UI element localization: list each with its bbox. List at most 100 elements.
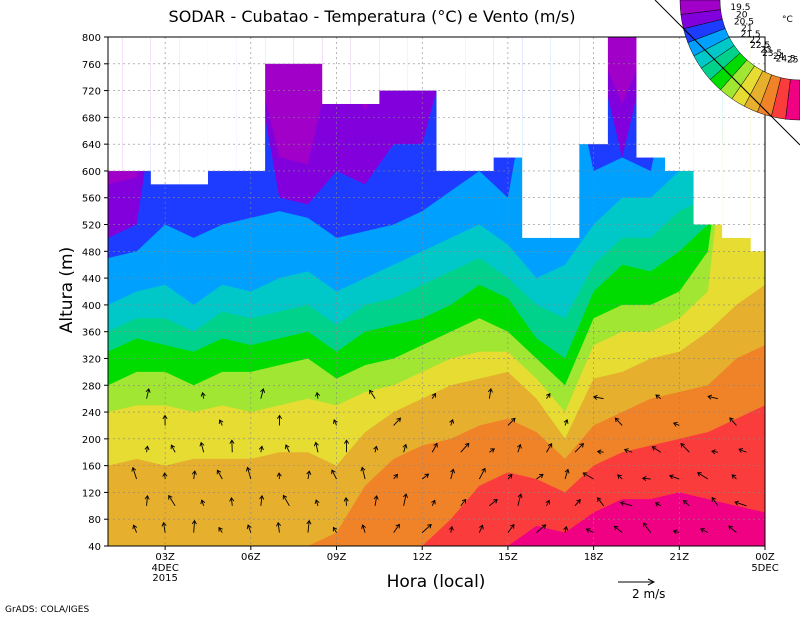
y-tick-label: 680 (82, 113, 101, 124)
wind-vector-head (654, 502, 660, 507)
colorbar-level-label: 20.5 (734, 17, 754, 27)
wind-vector-head (547, 442, 553, 448)
y-tick-label: 560 (82, 194, 101, 205)
wind-vector-head (276, 521, 282, 527)
wind-vector (673, 422, 680, 426)
wind-vector (393, 474, 398, 480)
wind-vector (711, 497, 719, 507)
x-tick-sublabel: 2015 (152, 573, 177, 584)
wind-vector-head (200, 499, 206, 505)
wind-vector (617, 474, 623, 480)
y-tick-label: 160 (82, 462, 101, 473)
wind-vector (201, 499, 205, 506)
wind-vector-head (579, 443, 584, 448)
y-tick-label: 640 (82, 140, 101, 151)
wind-vector (403, 493, 407, 506)
wind-vector (728, 525, 737, 533)
no-data-gap (122, 37, 151, 171)
y-tick-label: 120 (82, 488, 101, 499)
wind-vector-head (282, 494, 288, 500)
wind-vector-head (260, 388, 266, 393)
y-tick-label: 240 (82, 408, 101, 419)
x-tick-label: 12Z (412, 552, 432, 563)
wind-vector-head (306, 470, 312, 476)
wind-vector-head (332, 526, 338, 532)
wind-vector (564, 469, 569, 480)
no-data-gap (150, 37, 180, 185)
wind-vector (652, 446, 661, 453)
wind-vector-head (669, 474, 674, 480)
wind-vector-head (481, 467, 486, 473)
y-tick-label: 720 (82, 87, 101, 98)
wind-vector (615, 417, 623, 426)
wind-vector-head (490, 448, 495, 453)
wind-vector-head (546, 393, 551, 398)
wind-vector (536, 524, 546, 533)
wind-vector-head (191, 519, 197, 525)
wind-vector-head (450, 468, 455, 474)
y-tick-label: 600 (82, 167, 101, 178)
wind-vector-head (343, 439, 350, 444)
colorbar-level-label: 25 (787, 56, 798, 66)
wind-vector-head (170, 444, 176, 450)
wind-vector-head (461, 498, 467, 504)
wind-vector-head (361, 524, 366, 529)
colorbar-unit: °C (782, 15, 793, 25)
x-tick-label: 21Z (670, 552, 690, 563)
wind-vector-head (672, 529, 678, 535)
wind-vector (369, 390, 376, 399)
wind-vector-head (132, 524, 138, 530)
wind-vector-head (510, 417, 516, 423)
wind-vector-head (673, 422, 678, 427)
wind-vector-head (161, 521, 167, 527)
wind-vector-head (200, 391, 206, 397)
wind-vector (642, 477, 651, 480)
wind-vector (218, 527, 223, 533)
colorbar-level-label: 19.5 (730, 3, 750, 13)
colorbar-level-label: 21 (741, 24, 752, 34)
wind-vector (683, 500, 690, 507)
y-tick-label: 480 (82, 247, 101, 258)
wind-vector (597, 451, 604, 453)
wind-vector (700, 528, 709, 534)
wind-vector (708, 395, 718, 400)
wind-vector (489, 448, 495, 453)
wind-vector-head (333, 419, 338, 424)
plot-frame (107, 36, 766, 547)
wind-vector-head (258, 445, 264, 451)
no-data-gap (108, 37, 123, 171)
wind-vector (283, 495, 290, 507)
wind-vector-head (229, 439, 235, 444)
wind-vector (738, 448, 747, 453)
wind-vector (731, 474, 737, 480)
wind-vector-head (393, 473, 398, 479)
wind-vectors (131, 387, 747, 535)
wind-vector-head (396, 417, 402, 423)
colorbar-level-label: 24.5 (776, 54, 796, 64)
wind-vector-head (199, 441, 205, 447)
wind-vector-head (517, 443, 522, 449)
y-tick-label: 400 (82, 301, 101, 312)
colorbar-level-label: 23 (760, 45, 771, 55)
wind-vector-head (168, 494, 173, 500)
wind-vector (517, 494, 522, 506)
wind-vector (393, 417, 401, 426)
wind-vector (193, 520, 195, 533)
wind-vector-head (517, 493, 523, 499)
wind-vector-head (360, 466, 366, 472)
colorbar-segment (679, 0, 721, 15)
wind-vector (546, 500, 550, 507)
wind-vector (146, 388, 150, 399)
wind-vector-head (131, 466, 137, 472)
wind-vector (620, 502, 633, 507)
y-axis-label: Altura (m) (57, 247, 77, 333)
wind-vector-head (655, 394, 660, 399)
wind-vector (345, 497, 347, 506)
wind-vector (163, 522, 166, 533)
wind-vector-head (162, 472, 168, 477)
wind-vector (680, 443, 690, 453)
wind-vector (431, 443, 438, 453)
wind-vector-head (582, 472, 588, 477)
wind-vector (624, 449, 633, 453)
